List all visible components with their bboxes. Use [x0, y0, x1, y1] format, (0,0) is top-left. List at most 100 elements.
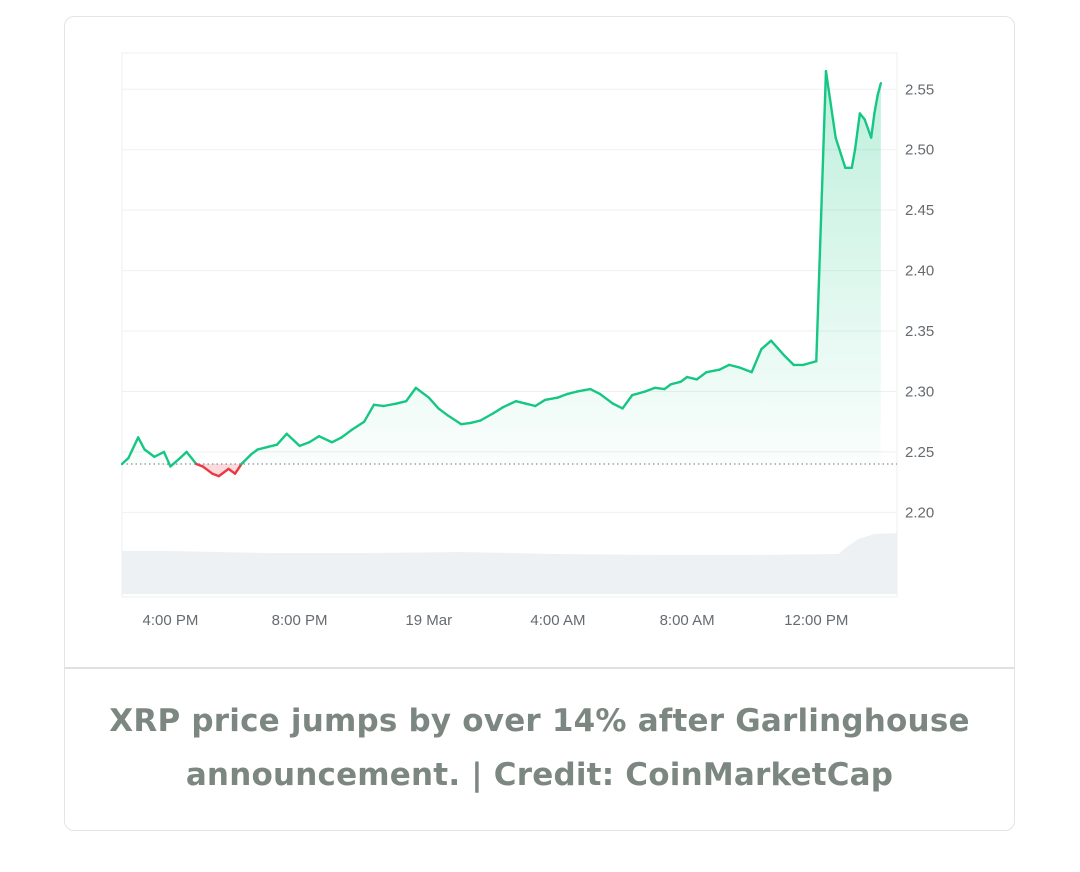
price-segment	[136, 436, 146, 451]
price-segment	[514, 399, 527, 405]
price-segment	[382, 402, 398, 408]
x-tick-label: 8:00 PM	[272, 612, 328, 629]
price-segment	[576, 387, 592, 393]
price-segment	[863, 118, 873, 139]
price-segment	[479, 412, 495, 422]
price-segment	[685, 375, 698, 381]
price-segment	[643, 386, 657, 393]
price-segment	[501, 399, 518, 409]
price-segment	[858, 112, 866, 121]
price-segment	[233, 462, 243, 475]
price-segment	[362, 403, 376, 423]
price-segment	[275, 432, 288, 446]
price-segment	[705, 368, 721, 374]
price-segment	[350, 420, 366, 432]
plot-frame	[121, 52, 898, 598]
price-segment	[834, 136, 847, 170]
price-line	[120, 69, 883, 478]
price-segment	[611, 402, 624, 410]
price-segment	[185, 450, 198, 466]
figure-card: 2.20 2.25 2.30 2.35 2.40 2.45 2.50 2.55 4:00 PM…	[64, 16, 1015, 831]
up-fill	[122, 71, 881, 465]
price-segment	[240, 453, 253, 466]
price-segment	[256, 445, 269, 451]
price-segment	[760, 339, 773, 351]
price-segment	[769, 339, 786, 357]
price-segment	[404, 386, 418, 403]
price-segment	[227, 467, 237, 475]
price-segment	[524, 402, 537, 408]
price-segment	[543, 396, 560, 402]
price-segment	[153, 450, 166, 458]
price-segment	[727, 363, 740, 369]
y-tick-label: 2.45	[905, 202, 934, 219]
price-chart: 2.20 2.25 2.30 2.35 2.40 2.45 2.50 2.55 4:00 PM…	[120, 52, 934, 629]
price-segment	[249, 448, 259, 456]
price-segment	[492, 406, 505, 415]
price-segment	[653, 386, 666, 391]
price-segment	[718, 363, 731, 371]
grid-lines	[121, 52, 898, 598]
price-segment	[143, 448, 156, 458]
y-tick-label: 2.30	[905, 383, 934, 400]
price-segment	[120, 456, 130, 466]
y-tick-label: 2.20	[905, 504, 934, 521]
price-segment	[853, 112, 862, 151]
price-segment	[869, 112, 876, 139]
price-segment	[169, 456, 182, 468]
price-segment	[427, 396, 440, 410]
y-tick-label: 2.40	[905, 263, 934, 280]
price-segment	[437, 407, 450, 417]
price-segment	[372, 403, 385, 408]
price-segment	[330, 436, 343, 444]
price-segment	[340, 428, 353, 439]
x-tick-label: 12:00 PM	[784, 612, 848, 629]
y-tick-label: 2.35	[905, 323, 934, 340]
price-segment	[127, 436, 140, 460]
price-segment	[162, 450, 172, 468]
price-segment	[446, 414, 463, 426]
price-segment	[459, 421, 472, 426]
y-tick-label: 2.50	[905, 142, 934, 159]
x-tick-label: 8:00 AM	[660, 612, 715, 629]
price-segment	[178, 450, 188, 460]
price-segment	[663, 383, 673, 391]
price-segment	[876, 82, 883, 97]
price-segment	[824, 69, 837, 139]
price-segment	[566, 390, 579, 396]
price-segment	[308, 435, 321, 444]
price-segment	[782, 354, 795, 367]
volume-shape	[122, 533, 897, 594]
price-segment	[266, 443, 279, 449]
y-axis: 2.20 2.25 2.30 2.35 2.40 2.45 2.50 2.55	[905, 81, 934, 521]
y-tick-label: 2.55	[905, 81, 934, 98]
price-segment	[695, 370, 708, 381]
price-segment	[317, 435, 334, 444]
x-tick-label: 4:00 PM	[143, 612, 199, 629]
price-segment	[556, 392, 569, 399]
price-segment	[469, 419, 482, 425]
price-segment	[737, 366, 753, 374]
price-segment	[414, 386, 430, 399]
price-segment	[598, 392, 615, 405]
price-segment	[395, 399, 408, 405]
price-segment	[534, 398, 547, 408]
x-tick-label: 19 Mar	[405, 612, 452, 629]
price-segment	[850, 148, 857, 170]
price-segment	[217, 467, 230, 478]
price-segment	[815, 69, 828, 363]
price-segment	[201, 465, 214, 475]
volume-area	[122, 533, 897, 594]
price-segment	[750, 347, 763, 374]
price-segment	[298, 441, 311, 448]
price-segment	[669, 380, 682, 386]
price-segment	[589, 387, 602, 396]
price-segment	[802, 360, 818, 367]
price-segment	[285, 432, 301, 448]
price-segment	[873, 94, 879, 115]
caption-divider	[65, 667, 1014, 669]
price-segment	[621, 393, 634, 410]
x-axis: 4:00 PM 8:00 PM 19 Mar 4:00 AM 8:00 AM 12:00 …	[143, 612, 849, 629]
price-area-fill	[122, 71, 881, 477]
x-tick-label: 4:00 AM	[530, 612, 585, 629]
